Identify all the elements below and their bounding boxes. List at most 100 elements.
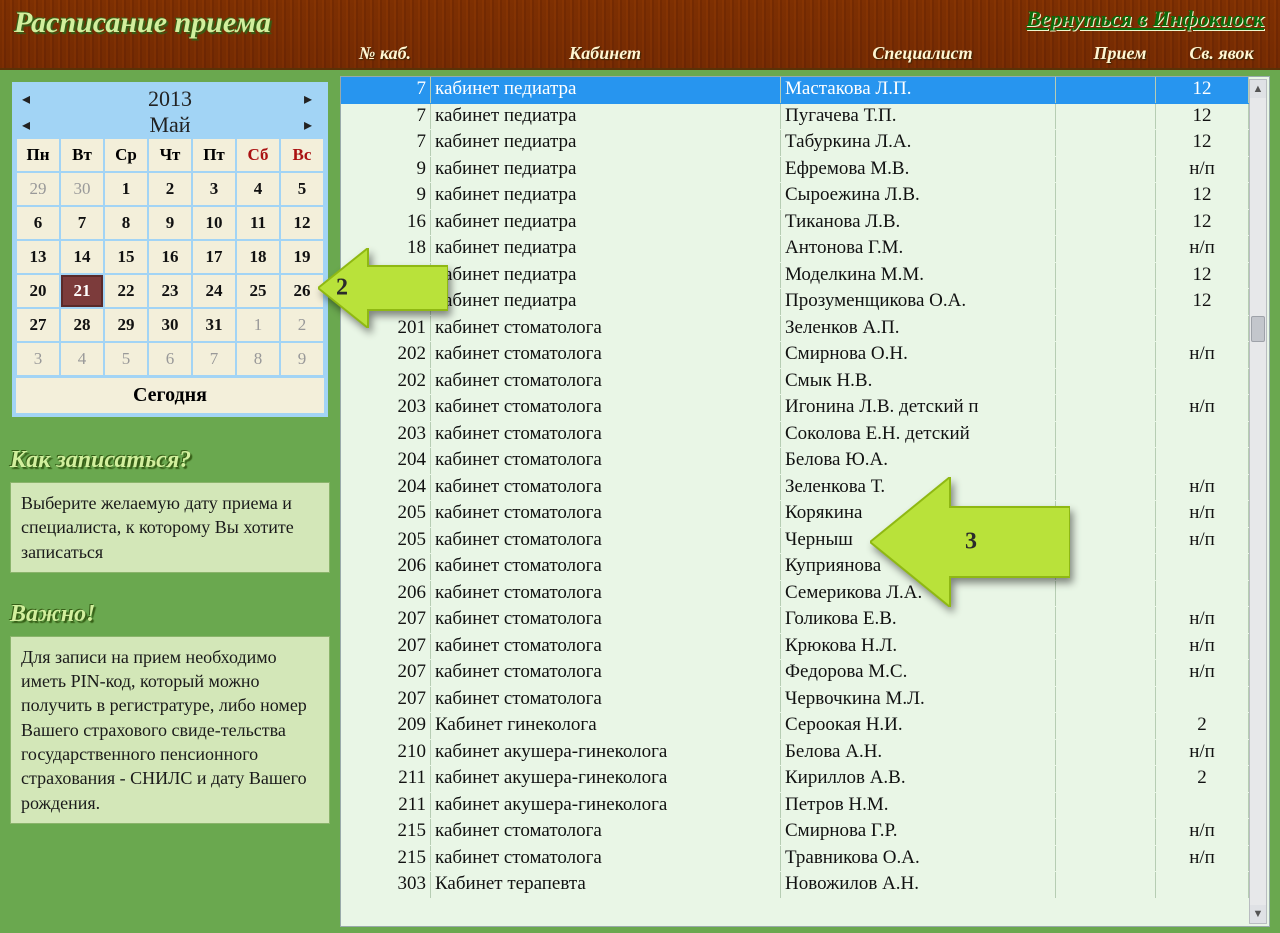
- calendar-day[interactable]: 29: [104, 308, 148, 342]
- calendar-day[interactable]: 11: [236, 206, 280, 240]
- calendar-day[interactable]: 9: [280, 342, 324, 376]
- table-row[interactable]: 201кабинет стоматологаЗеленков А.П.: [341, 316, 1249, 343]
- cell-spec: Белова А.Н.: [781, 740, 1056, 766]
- cell-priem: [1056, 289, 1156, 315]
- calendar-day[interactable]: 1: [236, 308, 280, 342]
- back-to-kiosk-link[interactable]: Вернуться в Инфокиоск: [1026, 6, 1264, 32]
- calendar-day[interactable]: 15: [104, 240, 148, 274]
- calendar-day[interactable]: 5: [280, 172, 324, 206]
- table-row[interactable]: 206кабинет стоматологаСемерикова Л.А.: [341, 581, 1249, 608]
- table-row[interactable]: 209Кабинет гинекологаСероокая Н.И.2: [341, 713, 1249, 740]
- table-row[interactable]: 207кабинет стоматологаЧервочкина М.Л.: [341, 687, 1249, 714]
- month-prev-button[interactable]: [22, 115, 36, 135]
- cell-kab: кабинет педиатра: [431, 289, 781, 315]
- table-row[interactable]: 18кабинет педиатраПрозуменщикова О.А.12: [341, 289, 1249, 316]
- calendar-day[interactable]: 30: [60, 172, 104, 206]
- calendar-day[interactable]: 25: [236, 274, 280, 308]
- cell-spec: Сыроежина Л.В.: [781, 183, 1056, 209]
- cell-priem: [1056, 422, 1156, 448]
- calendar-day[interactable]: 7: [192, 342, 236, 376]
- table-row[interactable]: 206кабинет стоматологаКуприянова: [341, 554, 1249, 581]
- today-button[interactable]: Сегодня: [16, 376, 324, 413]
- year-next-button[interactable]: [304, 89, 318, 109]
- table-row[interactable]: 215кабинет стоматологаСмирнова Г.Р.н/п: [341, 819, 1249, 846]
- calendar-day[interactable]: 30: [148, 308, 192, 342]
- calendar-day[interactable]: 18: [236, 240, 280, 274]
- calendar-day[interactable]: 4: [236, 172, 280, 206]
- table-row[interactable]: 303Кабинет терапевтаНовожилов А.Н.: [341, 872, 1249, 899]
- table-row[interactable]: 210кабинет акушера-гинекологаБелова А.Н.…: [341, 740, 1249, 767]
- cell-kab: кабинет акушера-гинеколога: [431, 740, 781, 766]
- cell-kab: кабинет стоматолога: [431, 687, 781, 713]
- cell-num: 206: [341, 554, 431, 580]
- table-row[interactable]: 9кабинет педиатраСыроежина Л.В.12: [341, 183, 1249, 210]
- calendar-day[interactable]: 3: [192, 172, 236, 206]
- calendar-day[interactable]: 28: [60, 308, 104, 342]
- calendar-day[interactable]: 4: [60, 342, 104, 376]
- calendar-day[interactable]: 13: [16, 240, 60, 274]
- calendar-day[interactable]: 3: [16, 342, 60, 376]
- cell-kab: кабинет акушера-гинеколога: [431, 793, 781, 819]
- calendar-day[interactable]: 5: [104, 342, 148, 376]
- table-row[interactable]: 7кабинет педиатраПугачева Т.П.12: [341, 104, 1249, 131]
- table-row[interactable]: 211кабинет акушера-гинекологаКириллов А.…: [341, 766, 1249, 793]
- table-row[interactable]: 203кабинет стоматологаСоколова Е.Н. детс…: [341, 422, 1249, 449]
- table-row[interactable]: 7кабинет педиатраТабуркина Л.А.12: [341, 130, 1249, 157]
- cell-yav: н/п: [1156, 501, 1249, 527]
- calendar-day[interactable]: 2: [148, 172, 192, 206]
- calendar-day[interactable]: 17: [192, 240, 236, 274]
- calendar-day[interactable]: 10: [192, 206, 236, 240]
- table-row[interactable]: 16кабинет педиатраТиканова Л.В.12: [341, 210, 1249, 237]
- calendar-day[interactable]: 14: [60, 240, 104, 274]
- scroll-down-button[interactable]: ▼: [1250, 905, 1266, 923]
- table-row[interactable]: 204кабинет стоматологаЗеленкова Т.н/п: [341, 475, 1249, 502]
- table-row[interactable]: 18кабинет педиатраАнтонова Г.М.н/п: [341, 236, 1249, 263]
- calendar-day[interactable]: 31: [192, 308, 236, 342]
- cell-yav: 2: [1156, 713, 1249, 739]
- cell-priem: [1056, 130, 1156, 156]
- table-row[interactable]: 9кабинет педиатраЕфремова М.В.н/п: [341, 157, 1249, 184]
- calendar-day[interactable]: 27: [16, 308, 60, 342]
- calendar-day[interactable]: 23: [148, 274, 192, 308]
- calendar-day[interactable]: 24: [192, 274, 236, 308]
- calendar-day[interactable]: 9: [148, 206, 192, 240]
- year-prev-button[interactable]: [22, 89, 36, 109]
- calendar-day[interactable]: 22: [104, 274, 148, 308]
- table-row[interactable]: 18кабинет педиатраМоделкина М.М.12: [341, 263, 1249, 290]
- calendar-day[interactable]: 20: [16, 274, 60, 308]
- calendar-day[interactable]: 29: [16, 172, 60, 206]
- table-row[interactable]: 202кабинет стоматологаСмирнова О.Н.н/п: [341, 342, 1249, 369]
- calendar-day[interactable]: 21: [60, 274, 104, 308]
- cell-yav: 12: [1156, 210, 1249, 236]
- cell-spec: Прозуменщикова О.А.: [781, 289, 1056, 315]
- calendar-day[interactable]: 1: [104, 172, 148, 206]
- calendar-day[interactable]: 8: [236, 342, 280, 376]
- calendar-day[interactable]: 12: [280, 206, 324, 240]
- calendar-day[interactable]: 6: [148, 342, 192, 376]
- scrollbar[interactable]: ▲ ▼: [1249, 79, 1267, 924]
- table-row[interactable]: 207кабинет стоматологаФедорова М.С.н/п: [341, 660, 1249, 687]
- table-row[interactable]: 211кабинет акушера-гинекологаПетров Н.М.: [341, 793, 1249, 820]
- cell-kab: кабинет педиатра: [431, 77, 781, 103]
- table-row[interactable]: 204кабинет стоматологаБелова Ю.А.: [341, 448, 1249, 475]
- scroll-thumb[interactable]: [1251, 316, 1265, 342]
- table-row[interactable]: 202кабинет стоматологаСмык Н.В.: [341, 369, 1249, 396]
- table-row[interactable]: 205кабинет стоматологаЧернышн/п: [341, 528, 1249, 555]
- table-row[interactable]: 203кабинет стоматологаИгонина Л.В. детск…: [341, 395, 1249, 422]
- cell-spec: Моделкина М.М.: [781, 263, 1056, 289]
- table-row[interactable]: 205кабинет стоматологаКорякинан/п: [341, 501, 1249, 528]
- month-next-button[interactable]: [304, 115, 318, 135]
- table-row[interactable]: 207кабинет стоматологаКрюкова Н.Л.н/п: [341, 634, 1249, 661]
- calendar-day[interactable]: 8: [104, 206, 148, 240]
- calendar-day[interactable]: 7: [60, 206, 104, 240]
- table-row[interactable]: 7кабинет педиатраМастакова Л.П.12: [341, 77, 1249, 104]
- calendar-day[interactable]: 6: [16, 206, 60, 240]
- calendar-day[interactable]: 16: [148, 240, 192, 274]
- cell-priem: [1056, 369, 1156, 395]
- scroll-up-button[interactable]: ▲: [1250, 80, 1266, 98]
- cell-spec: Белова Ю.А.: [781, 448, 1056, 474]
- table-row[interactable]: 215кабинет стоматологаТравникова О.А.н/п: [341, 846, 1249, 873]
- cell-priem: [1056, 157, 1156, 183]
- cell-spec: Петров Н.М.: [781, 793, 1056, 819]
- table-row[interactable]: 207кабинет стоматологаГоликова Е.В.н/п: [341, 607, 1249, 634]
